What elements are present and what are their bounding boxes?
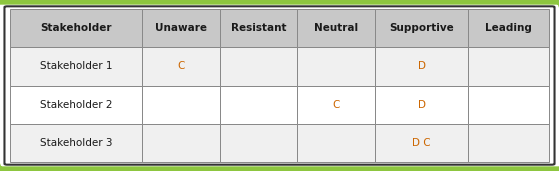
Bar — [375, 47, 468, 86]
Text: Stakeholder 1: Stakeholder 1 — [40, 61, 112, 71]
Text: Resistant: Resistant — [231, 23, 286, 33]
Text: Stakeholder 2: Stakeholder 2 — [40, 100, 112, 110]
Bar — [142, 124, 220, 162]
Bar — [220, 9, 297, 47]
Bar — [468, 86, 549, 124]
Text: Supportive: Supportive — [389, 23, 454, 33]
Bar — [10, 47, 142, 86]
Bar — [375, 86, 468, 124]
Text: C: C — [333, 100, 340, 110]
Bar — [375, 9, 468, 47]
Text: Leading: Leading — [485, 23, 532, 33]
Bar — [220, 124, 297, 162]
Bar — [297, 86, 375, 124]
Bar — [10, 124, 142, 162]
Bar — [468, 124, 549, 162]
Text: Neutral: Neutral — [314, 23, 358, 33]
Bar — [297, 124, 375, 162]
Bar — [220, 86, 297, 124]
Bar — [10, 9, 142, 47]
Bar — [142, 86, 220, 124]
Text: D: D — [418, 61, 426, 71]
Bar — [142, 9, 220, 47]
Text: D C: D C — [413, 138, 431, 148]
Bar — [220, 47, 297, 86]
Text: Stakeholder 3: Stakeholder 3 — [40, 138, 112, 148]
Bar — [468, 9, 549, 47]
Bar — [468, 47, 549, 86]
Bar — [375, 124, 468, 162]
Text: C: C — [177, 61, 184, 71]
Text: D: D — [418, 100, 426, 110]
Bar — [10, 86, 142, 124]
Text: Unaware: Unaware — [155, 23, 207, 33]
Bar — [297, 47, 375, 86]
Text: Stakeholder: Stakeholder — [40, 23, 112, 33]
Bar — [142, 47, 220, 86]
Bar — [297, 9, 375, 47]
